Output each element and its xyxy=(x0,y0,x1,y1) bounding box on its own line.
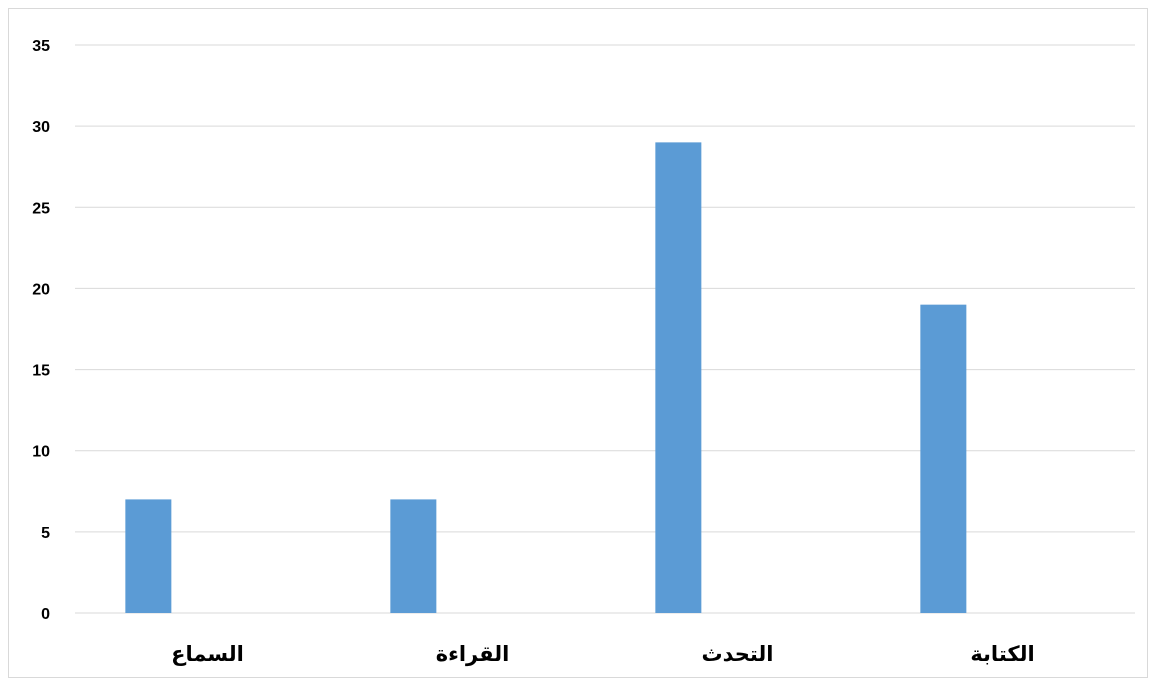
y-tick-label: 25 xyxy=(32,200,50,217)
x-category-label: السماع xyxy=(171,642,244,666)
bars xyxy=(125,142,967,613)
x-category-label: القراءة xyxy=(436,642,510,666)
bar-3 xyxy=(655,142,702,613)
y-tick-label: 15 xyxy=(32,363,50,380)
bar-4 xyxy=(920,304,967,613)
y-tick-label: 35 xyxy=(32,38,50,55)
y-tick-label: 10 xyxy=(32,444,50,461)
y-tick-label: 30 xyxy=(32,119,50,136)
x-category-label: التحدث xyxy=(701,642,773,666)
y-tick-label: 20 xyxy=(32,281,50,298)
bar-2 xyxy=(390,499,437,613)
bar-1 xyxy=(125,499,172,613)
y-tick-label: 0 xyxy=(41,606,50,623)
x-axis-labels: السماع القراءة التحدث الكتابة xyxy=(171,642,1035,666)
y-tick-label: 5 xyxy=(41,525,50,542)
gridlines xyxy=(75,44,1135,614)
x-category-label: الكتابة xyxy=(970,642,1034,666)
y-axis-ticks: 0 5 10 15 20 25 30 35 xyxy=(32,38,50,623)
